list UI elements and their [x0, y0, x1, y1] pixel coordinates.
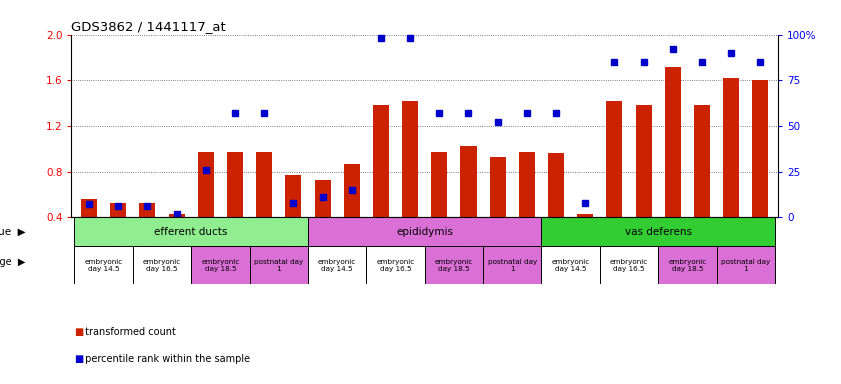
Text: ■: ■: [74, 354, 83, 364]
Bar: [483, 247, 542, 284]
Text: percentile rank within the sample: percentile rank within the sample: [82, 354, 251, 364]
Bar: [191, 247, 250, 284]
Bar: [344, 164, 360, 263]
Bar: [519, 152, 535, 263]
Bar: [717, 247, 775, 284]
Text: tissue  ▶: tissue ▶: [0, 227, 25, 237]
Bar: [425, 247, 483, 284]
Bar: [431, 152, 447, 263]
Bar: [315, 180, 331, 263]
Text: embryonic
day 14.5: embryonic day 14.5: [318, 259, 357, 272]
Bar: [250, 247, 308, 284]
Bar: [373, 105, 389, 263]
Text: postnatal day
1: postnatal day 1: [254, 259, 304, 272]
Bar: [285, 175, 301, 263]
Bar: [81, 199, 97, 263]
Bar: [577, 214, 593, 263]
Bar: [308, 217, 542, 247]
Text: postnatal day
1: postnatal day 1: [488, 259, 537, 272]
Text: embryonic
day 16.5: embryonic day 16.5: [377, 259, 415, 272]
Bar: [110, 204, 126, 263]
Bar: [723, 78, 739, 263]
Bar: [257, 152, 272, 263]
Text: GDS3862 / 1441117_at: GDS3862 / 1441117_at: [71, 20, 226, 33]
Bar: [74, 247, 133, 284]
Text: ■: ■: [74, 327, 83, 337]
Text: embryonic
day 18.5: embryonic day 18.5: [201, 259, 240, 272]
Bar: [542, 217, 775, 247]
Bar: [168, 214, 185, 263]
Text: embryonic
day 18.5: embryonic day 18.5: [435, 259, 473, 272]
Bar: [133, 247, 191, 284]
Bar: [308, 247, 367, 284]
Text: epididymis: epididymis: [396, 227, 453, 237]
Bar: [367, 247, 425, 284]
Bar: [198, 152, 214, 263]
Bar: [606, 101, 622, 263]
Bar: [694, 105, 710, 263]
Text: vas deferens: vas deferens: [625, 227, 692, 237]
Bar: [74, 217, 308, 247]
Bar: [753, 80, 769, 263]
Text: embryonic
day 16.5: embryonic day 16.5: [610, 259, 648, 272]
Text: development stage  ▶: development stage ▶: [0, 257, 25, 266]
Bar: [659, 247, 717, 284]
Bar: [542, 247, 600, 284]
Text: embryonic
day 14.5: embryonic day 14.5: [84, 259, 123, 272]
Text: embryonic
day 16.5: embryonic day 16.5: [143, 259, 181, 272]
Bar: [140, 204, 156, 263]
Bar: [227, 152, 243, 263]
Bar: [489, 157, 505, 263]
Text: embryonic
day 18.5: embryonic day 18.5: [669, 259, 706, 272]
Bar: [461, 146, 477, 263]
Bar: [548, 153, 564, 263]
Text: postnatal day
1: postnatal day 1: [722, 259, 770, 272]
Text: efferent ducts: efferent ducts: [155, 227, 228, 237]
Bar: [402, 101, 418, 263]
Bar: [600, 247, 659, 284]
Text: embryonic
day 14.5: embryonic day 14.5: [552, 259, 590, 272]
Bar: [664, 66, 681, 263]
Bar: [636, 105, 652, 263]
Text: transformed count: transformed count: [82, 327, 177, 337]
